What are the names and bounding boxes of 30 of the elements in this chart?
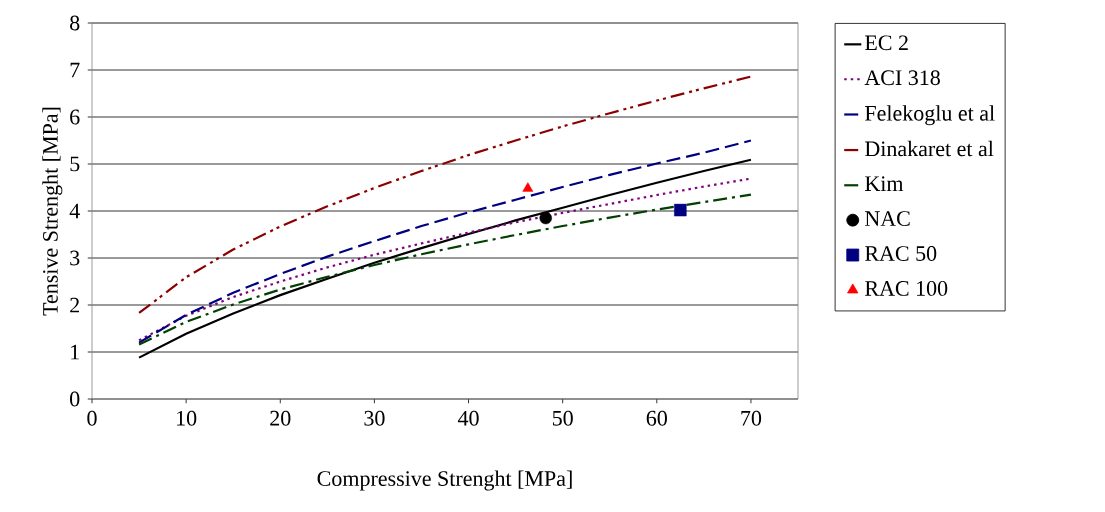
x-tick-label: 0 <box>87 410 97 426</box>
legend-label: Dinakaret et al <box>865 140 994 157</box>
x-tick-label: 50 <box>552 410 573 426</box>
y-tick-label: 1 <box>71 344 79 360</box>
legend-label: RAC 100 <box>865 281 948 296</box>
y-tick-label: 5 <box>70 156 80 172</box>
x-tick-label: 60 <box>646 410 667 426</box>
y-tick-label: 6 <box>70 109 80 125</box>
x-axis-title: Compressive Strenght [MPa] <box>317 470 572 491</box>
y-tick-label: 7 <box>70 62 80 78</box>
x-tick-label: 20 <box>270 410 291 426</box>
legend-label: NAC <box>865 211 910 226</box>
x-tick-label: 40 <box>457 410 479 426</box>
line-series <box>137 139 753 344</box>
legend-label: Kim <box>865 176 904 191</box>
legend-label: Felekoglu et al <box>865 105 995 126</box>
x-tick-label: 10 <box>177 410 197 426</box>
y-tick-label: 2 <box>70 297 79 313</box>
y-tick-label: 0 <box>70 391 80 407</box>
legend-label: EC 2 <box>865 35 908 51</box>
y-tick-label: 3 <box>70 250 80 266</box>
y-tick-label: 8 <box>70 15 80 31</box>
line-series <box>137 75 753 315</box>
legend-label: RAC 50 <box>865 246 937 261</box>
line-series <box>137 158 753 359</box>
legend-label: ACI 318 <box>864 70 940 86</box>
x-tick-label: 70 <box>741 410 762 426</box>
y-axis-title: Tensive Strenght [MPa] <box>42 107 63 316</box>
y-tick-label: 4 <box>69 203 80 219</box>
x-tick-label: 30 <box>364 410 385 426</box>
